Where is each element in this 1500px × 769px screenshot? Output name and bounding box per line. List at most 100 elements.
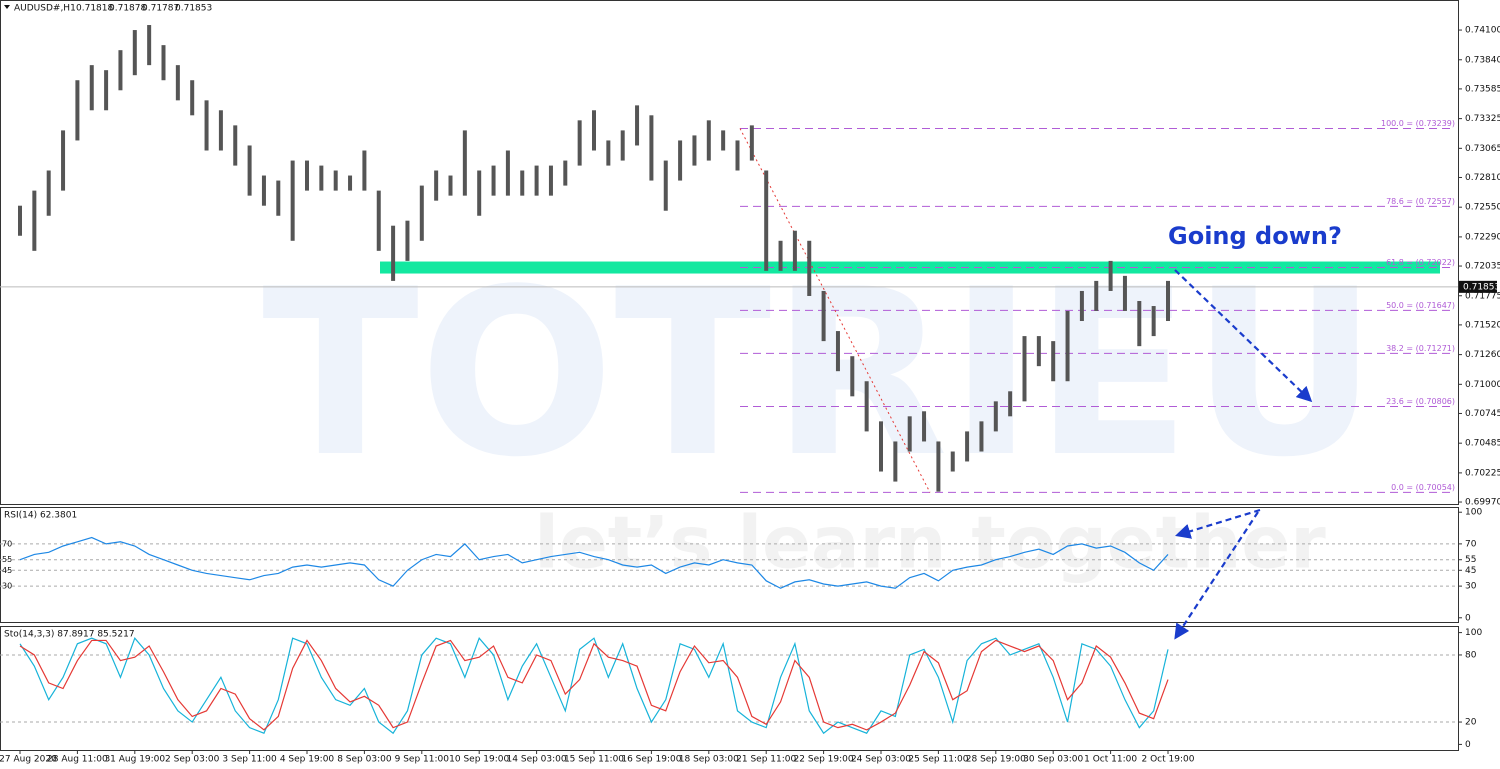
y-tick-label-left: 70 <box>2 539 12 548</box>
arrow <box>1174 269 1313 403</box>
x-tick-label: 18 Sep 03:00 <box>679 755 739 765</box>
price-bar <box>276 180 281 216</box>
fib-label: 38.2 = (0.71271) <box>1386 344 1455 353</box>
y-tick-label: 0.69970 <box>1465 498 1500 508</box>
price-bar <box>1065 310 1070 382</box>
price-bar <box>46 170 51 216</box>
y-tick-label: 0.71520 <box>1465 320 1500 330</box>
header-quote: 0.71818 <box>76 4 113 14</box>
header-symbol: AUDUSD#,H1 <box>14 4 76 14</box>
price-bar <box>864 381 869 432</box>
price-bar <box>1122 275 1127 311</box>
price-bar <box>89 65 94 111</box>
fib-anchor <box>739 128 931 493</box>
x-tick-label: 24 Sep 03:00 <box>851 755 911 765</box>
price-bar <box>678 140 683 181</box>
x-tick-label: 30 Sep 03:00 <box>1023 755 1083 765</box>
fib-label: 0.0 = (0.70054) <box>1391 483 1455 492</box>
fib-label: 78.6 = (0.72557) <box>1386 197 1455 206</box>
price-bar <box>75 80 80 141</box>
price-bar <box>376 190 381 251</box>
x-tick-label: 4 Sep 19:00 <box>280 755 335 765</box>
price-bar <box>879 421 883 472</box>
price-bar <box>448 175 453 196</box>
price-bar <box>1051 341 1056 382</box>
price-bar <box>950 451 955 472</box>
x-tick-label: 16 Sep 19:00 <box>621 755 681 765</box>
price-bar <box>175 65 180 101</box>
price-bar <box>477 170 482 216</box>
price-bar <box>1137 301 1142 347</box>
arrow <box>1175 508 1261 539</box>
price-bar <box>965 431 970 462</box>
x-tick-label: 2 Oct 19:00 <box>1142 755 1195 765</box>
price-bar <box>333 170 338 191</box>
y-tick-label: 20 <box>1465 718 1477 728</box>
price-bar <box>61 130 66 191</box>
price-bar <box>1008 391 1013 417</box>
price-bar <box>362 150 367 191</box>
price-bar <box>764 170 769 271</box>
price-bar <box>1108 260 1113 291</box>
price-bar <box>663 160 668 211</box>
price-bar <box>577 120 582 166</box>
price-bar <box>1094 280 1099 311</box>
y-tick-label: 100 <box>1465 508 1482 518</box>
price-bar <box>606 140 611 166</box>
x-tick-label: 21 Sep 11:00 <box>736 755 796 765</box>
y-tick-label: 0 <box>1465 613 1471 623</box>
y-tick-label: 0 <box>1465 740 1471 750</box>
fib-label: 100.0 = (0.73239) <box>1381 119 1455 128</box>
y-tick-label: 100 <box>1465 628 1482 638</box>
annotation: Going down? <box>1168 222 1342 250</box>
fib-label: 50.0 = (0.71647) <box>1386 301 1455 310</box>
price-bar <box>620 130 625 161</box>
price-bar <box>821 290 826 342</box>
price-bar <box>548 165 553 196</box>
fib-label: 23.6 = (0.70806) <box>1386 397 1455 406</box>
price-bar <box>190 80 195 116</box>
y-tick-label-left: 45 <box>2 566 12 575</box>
y-tick-label: 0.73840 <box>1465 55 1500 65</box>
pane-frames <box>0 0 1459 751</box>
price-bar <box>462 130 467 196</box>
price-bar <box>907 416 912 452</box>
stoch-title: Sto(14,3,3) 87.8917 85.5217 <box>4 630 135 640</box>
y-tick-label: 80 <box>1465 650 1477 660</box>
current-price-box <box>1459 280 1497 293</box>
x-tick-label: 22 Sep 19:00 <box>794 755 854 765</box>
watermark-slogan: let’s learn together <box>534 501 1326 585</box>
y-tick-label: 0.71775 <box>1465 291 1500 301</box>
x-tick-label: 31 Aug 19:00 <box>104 755 165 765</box>
price-bar <box>18 205 22 236</box>
y-tick-label: 0.71000 <box>1465 380 1500 390</box>
y-tick-label-left: 30 <box>2 582 12 591</box>
header-quote: 0.71787 <box>142 4 179 14</box>
y-tick-label: 0.73585 <box>1465 84 1500 94</box>
watermark-brand: TOTRIEU <box>262 241 1378 508</box>
price-pane <box>0 0 1459 505</box>
price-bar <box>491 165 496 196</box>
price-bar <box>1022 336 1027 402</box>
price-bar <box>979 421 984 452</box>
x-tick-label: 3 Sep 11:00 <box>222 755 277 765</box>
price-bar <box>749 125 754 161</box>
price-bar <box>218 110 223 151</box>
rsi-pane <box>0 507 1459 623</box>
price-bar <box>807 240 812 296</box>
price-bar <box>936 441 941 492</box>
price-bar <box>649 115 654 181</box>
y-tick-label: 0.71260 <box>1465 350 1500 360</box>
price-bar <box>233 125 238 166</box>
price-bar <box>922 411 927 442</box>
price-bar <box>1151 306 1156 337</box>
price-bar <box>735 140 740 171</box>
price-bar <box>118 50 123 91</box>
price-bar <box>592 110 596 151</box>
y-tick-label: 0.74100 <box>1465 26 1500 36</box>
price-bar <box>692 135 697 166</box>
x-tick-label: 2 Sep 03:00 <box>165 755 220 765</box>
price-bar <box>290 160 295 241</box>
price-bar <box>348 175 353 191</box>
